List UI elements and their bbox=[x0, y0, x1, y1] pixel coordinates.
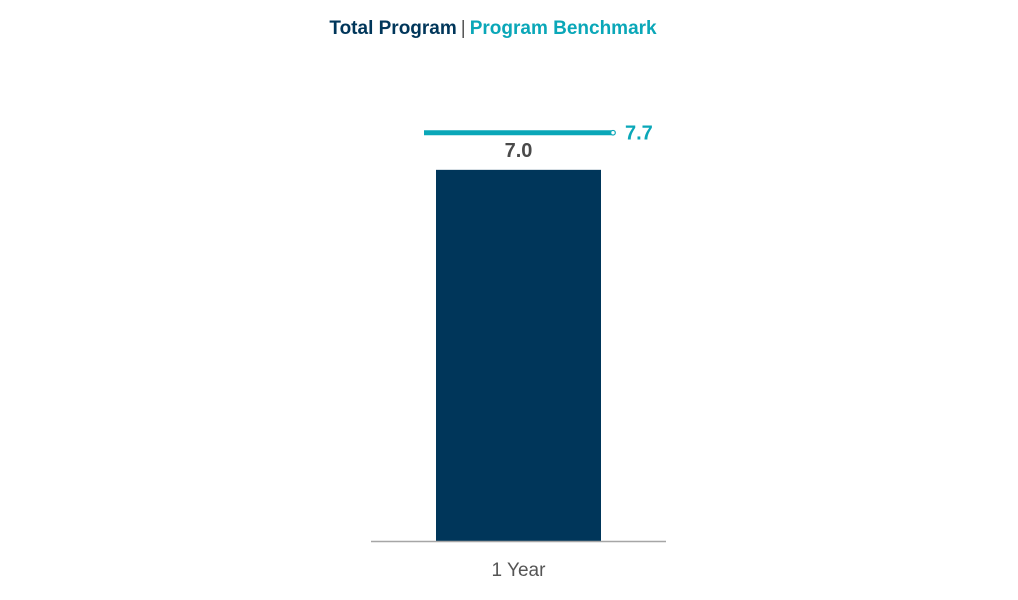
x-tick-label: 1 Year bbox=[492, 560, 547, 581]
legend-program-benchmark: Program Benchmark bbox=[469, 18, 657, 39]
legend-total-program: Total Program bbox=[329, 18, 457, 39]
bar-value-label: 7.0 bbox=[505, 140, 533, 162]
benchmark-value-label: 7.7 bbox=[625, 123, 653, 145]
legend-separator: | bbox=[460, 18, 466, 39]
benchmark-marker bbox=[610, 129, 616, 136]
bar-total-program bbox=[436, 169, 601, 541]
chart-legend: Total Program | Program Benchmark bbox=[0, 18, 986, 40]
